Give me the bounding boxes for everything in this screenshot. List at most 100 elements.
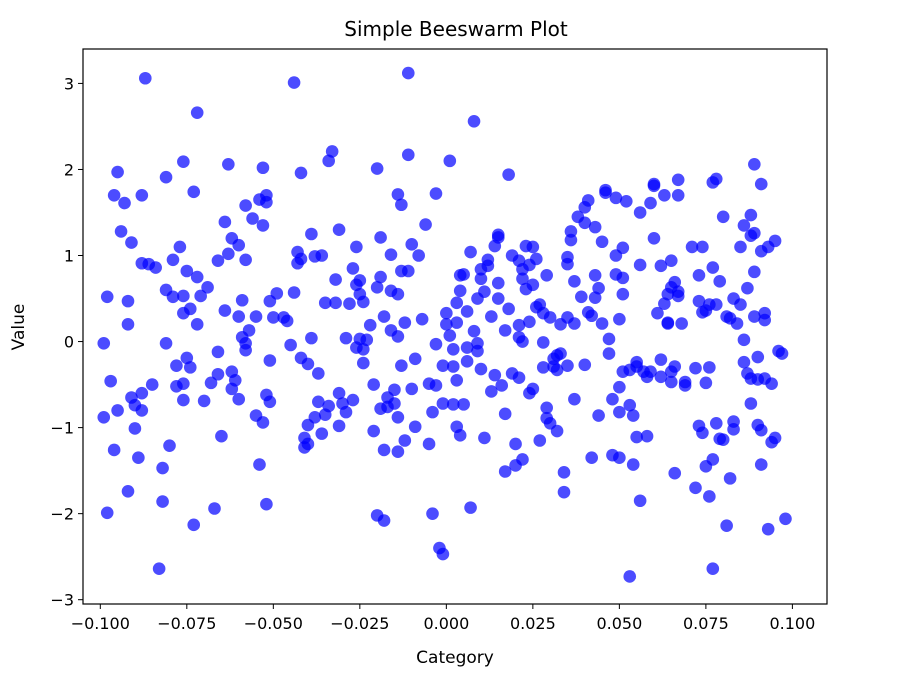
data-point [671, 188, 685, 202]
data-point [218, 215, 232, 229]
data-point [478, 431, 491, 445]
data-point [716, 433, 730, 446]
data-point [516, 272, 529, 286]
data-point [491, 276, 505, 290]
data-point [713, 275, 727, 288]
data-point [723, 472, 737, 485]
data-point [761, 522, 775, 536]
data-point [159, 170, 173, 184]
data-point [253, 458, 266, 471]
data-point [689, 361, 702, 375]
data-point [668, 275, 682, 289]
data-point [395, 198, 408, 212]
data-point [446, 398, 460, 411]
data-point [613, 380, 626, 394]
data-point [405, 238, 419, 251]
y-tick-label: −1 [50, 419, 74, 438]
data-point [318, 296, 332, 310]
data-point [588, 291, 602, 304]
data-point [256, 416, 270, 429]
data-point [689, 481, 702, 495]
data-point [450, 316, 464, 329]
data-point [453, 429, 467, 442]
data-point [384, 248, 398, 261]
data-point [530, 252, 543, 266]
data-point [561, 359, 574, 372]
data-point [395, 359, 408, 372]
data-point [415, 312, 429, 326]
data-point [183, 302, 197, 316]
data-point [536, 336, 550, 349]
data-point [135, 188, 149, 202]
data-point [118, 196, 131, 210]
data-point [332, 419, 346, 433]
data-point [357, 295, 370, 309]
data-point [211, 345, 225, 359]
data-point [436, 547, 450, 561]
data-point [568, 317, 581, 330]
data-point [177, 377, 190, 391]
data-point [107, 443, 121, 457]
data-point [294, 166, 308, 180]
data-point [242, 324, 256, 337]
data-point [668, 466, 682, 480]
data-point [727, 415, 740, 428]
data-point [149, 261, 162, 274]
data-point [260, 195, 273, 209]
data-point [426, 507, 439, 520]
data-point [658, 188, 671, 202]
data-point [100, 290, 114, 304]
data-point [135, 404, 149, 417]
data-point [498, 407, 512, 421]
data-point [748, 265, 761, 279]
data-point [194, 289, 207, 303]
data-point [644, 365, 657, 378]
data-point [457, 268, 470, 281]
data-point [222, 247, 235, 261]
data-point [460, 355, 474, 368]
data-point [256, 219, 270, 232]
data-point [498, 465, 512, 478]
data-point [429, 187, 443, 200]
data-point [550, 363, 564, 377]
data-point [509, 437, 522, 451]
data-point [187, 518, 201, 532]
data-point [450, 373, 464, 387]
data-point [443, 154, 457, 168]
data-point [166, 253, 180, 267]
data-point [197, 394, 211, 408]
data-point [734, 240, 747, 254]
data-point [121, 318, 135, 331]
data-point [339, 405, 353, 419]
data-point [339, 331, 353, 345]
data-point [170, 359, 183, 372]
data-point [156, 461, 169, 475]
data-point [592, 281, 605, 295]
data-point [152, 562, 166, 576]
data-point [678, 379, 692, 392]
data-point [391, 188, 405, 201]
data-point [741, 281, 754, 295]
data-point [398, 434, 412, 447]
data-point [613, 451, 626, 465]
data-point [588, 220, 602, 234]
data-point [523, 315, 536, 329]
data-point [709, 417, 723, 430]
data-point [305, 331, 318, 345]
y-axis-ticks: −3 −2 −1 0 1 2 3 [50, 74, 83, 610]
data-point [166, 290, 180, 304]
data-point [97, 336, 111, 350]
data-point [246, 212, 259, 225]
data-point [315, 249, 329, 262]
data-point [374, 231, 387, 244]
data-point [211, 367, 225, 381]
data-point [100, 506, 114, 520]
data-point [357, 356, 370, 370]
data-point [561, 257, 574, 271]
data-point [498, 324, 512, 337]
x-tick-label: −0.050 [244, 614, 303, 633]
data-point [239, 253, 252, 267]
data-point [263, 354, 277, 367]
data-point [287, 286, 301, 299]
data-point [495, 379, 509, 392]
